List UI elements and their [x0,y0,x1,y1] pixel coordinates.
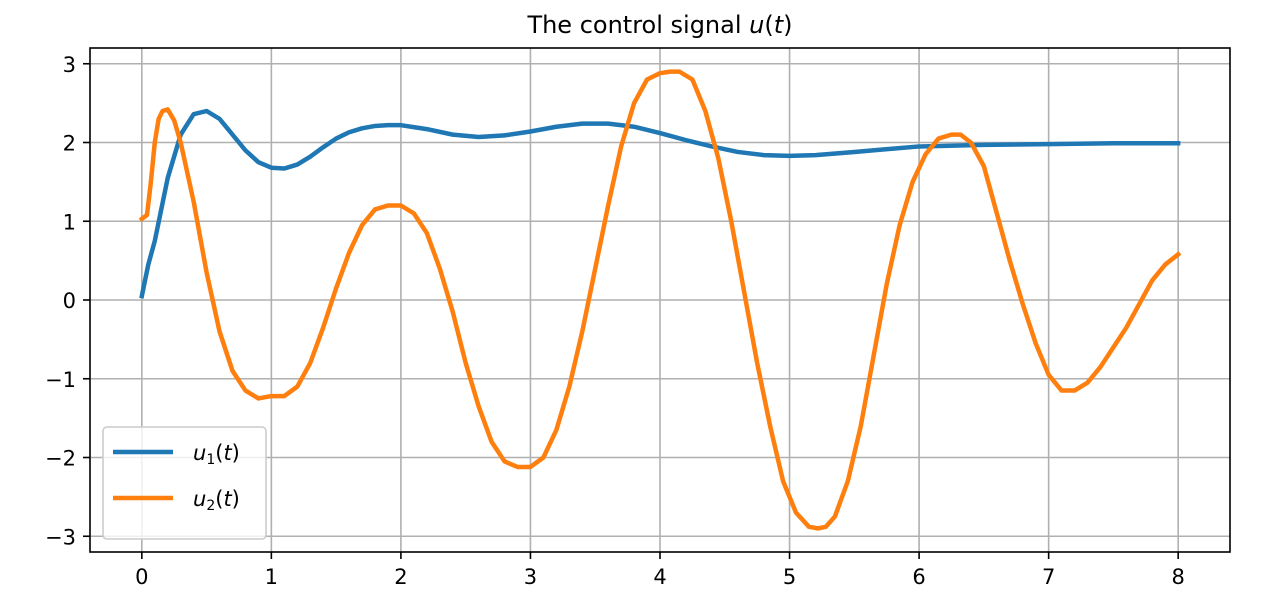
chart-title-prefix: The control signal [526,11,749,39]
chart-title-arg: t [774,11,785,39]
legend-label-arg: t [223,441,232,465]
x-tick-label: 5 [783,565,796,589]
legend-box [102,426,267,540]
y-tick-label: −1 [45,368,76,392]
legend-label-u1: u1(t) [193,441,240,468]
x-tick-label: 3 [524,565,537,589]
x-tick-label: 4 [653,565,666,589]
series-group [138,69,1182,531]
legend-label-var: u [193,441,206,465]
y-tick-label: −3 [45,525,76,549]
legend-label-sub: 1 [206,452,215,468]
y-tick-label: −2 [45,447,76,471]
legend-label-sub: 2 [206,498,215,514]
chart-title-var: u [749,11,764,39]
chart-title-open: ( [764,11,773,39]
x-tick-label: 1 [265,565,278,589]
x-tick-label: 0 [135,565,148,589]
y-tick-label: 1 [63,210,76,234]
axis-ticks: 0 1 2 3 4 5 6 7 8 −3 −2 −1 0 1 2 3 [45,53,1185,589]
legend: u1(t)u2(t) [102,426,267,540]
series-line-u2 [138,69,1182,531]
legend-label-open: ( [215,441,223,465]
legend-label-close: ) [232,441,240,465]
grid [90,48,1230,552]
x-tick-label: 6 [912,565,925,589]
legend-label-u2: u2(t) [193,487,240,514]
legend-label-close: ) [232,487,240,511]
x-tick-label: 2 [394,565,407,589]
plot-frame [89,47,1231,553]
series-line-u1 [139,108,1181,299]
legend-label-open: ( [215,487,223,511]
y-tick-label: 3 [63,53,76,77]
legend-label-arg: t [223,487,232,511]
chart-title-close: ) [783,11,792,39]
x-tick-label: 7 [1042,565,1055,589]
legend-label-var: u [193,487,206,511]
y-tick-label: 0 [63,289,76,313]
y-tick-label: 2 [63,132,76,156]
chart-title: The control signal u(t) [526,11,792,39]
x-tick-label: 8 [1171,565,1184,589]
